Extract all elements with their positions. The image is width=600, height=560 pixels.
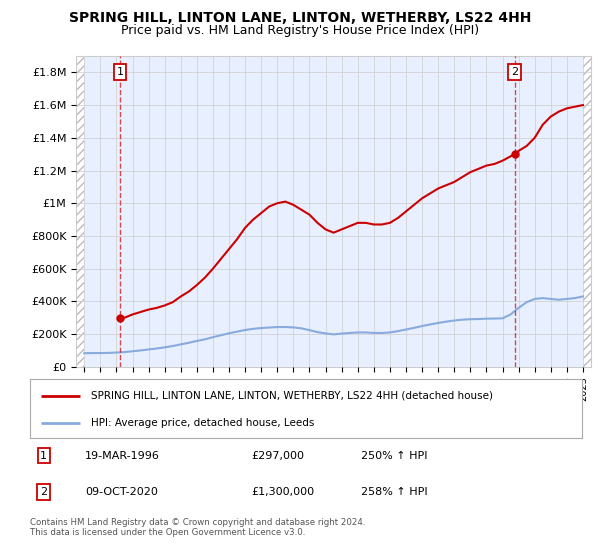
Text: HPI: Average price, detached house, Leeds: HPI: Average price, detached house, Leed… [91,418,314,428]
Text: 250% ↑ HPI: 250% ↑ HPI [361,451,428,461]
Text: £1,300,000: £1,300,000 [251,487,314,497]
Text: 2: 2 [511,67,518,77]
Text: 1: 1 [116,67,124,77]
Bar [76,56,84,367]
Bar [76,56,84,367]
Text: 2: 2 [40,487,47,497]
Bar [583,56,591,367]
Text: 09-OCT-2020: 09-OCT-2020 [85,487,158,497]
Text: Contains HM Land Registry data © Crown copyright and database right 2024.
This d: Contains HM Land Registry data © Crown c… [30,518,365,538]
Text: Price paid vs. HM Land Registry's House Price Index (HPI): Price paid vs. HM Land Registry's House … [121,24,479,36]
Text: 19-MAR-1996: 19-MAR-1996 [85,451,160,461]
Text: £297,000: £297,000 [251,451,304,461]
Text: SPRING HILL, LINTON LANE, LINTON, WETHERBY, LS22 4HH (detached house): SPRING HILL, LINTON LANE, LINTON, WETHER… [91,390,493,400]
Bar [583,56,591,367]
Text: 258% ↑ HPI: 258% ↑ HPI [361,487,428,497]
Text: SPRING HILL, LINTON LANE, LINTON, WETHERBY, LS22 4HH: SPRING HILL, LINTON LANE, LINTON, WETHER… [69,11,531,25]
Text: 1: 1 [40,451,47,461]
